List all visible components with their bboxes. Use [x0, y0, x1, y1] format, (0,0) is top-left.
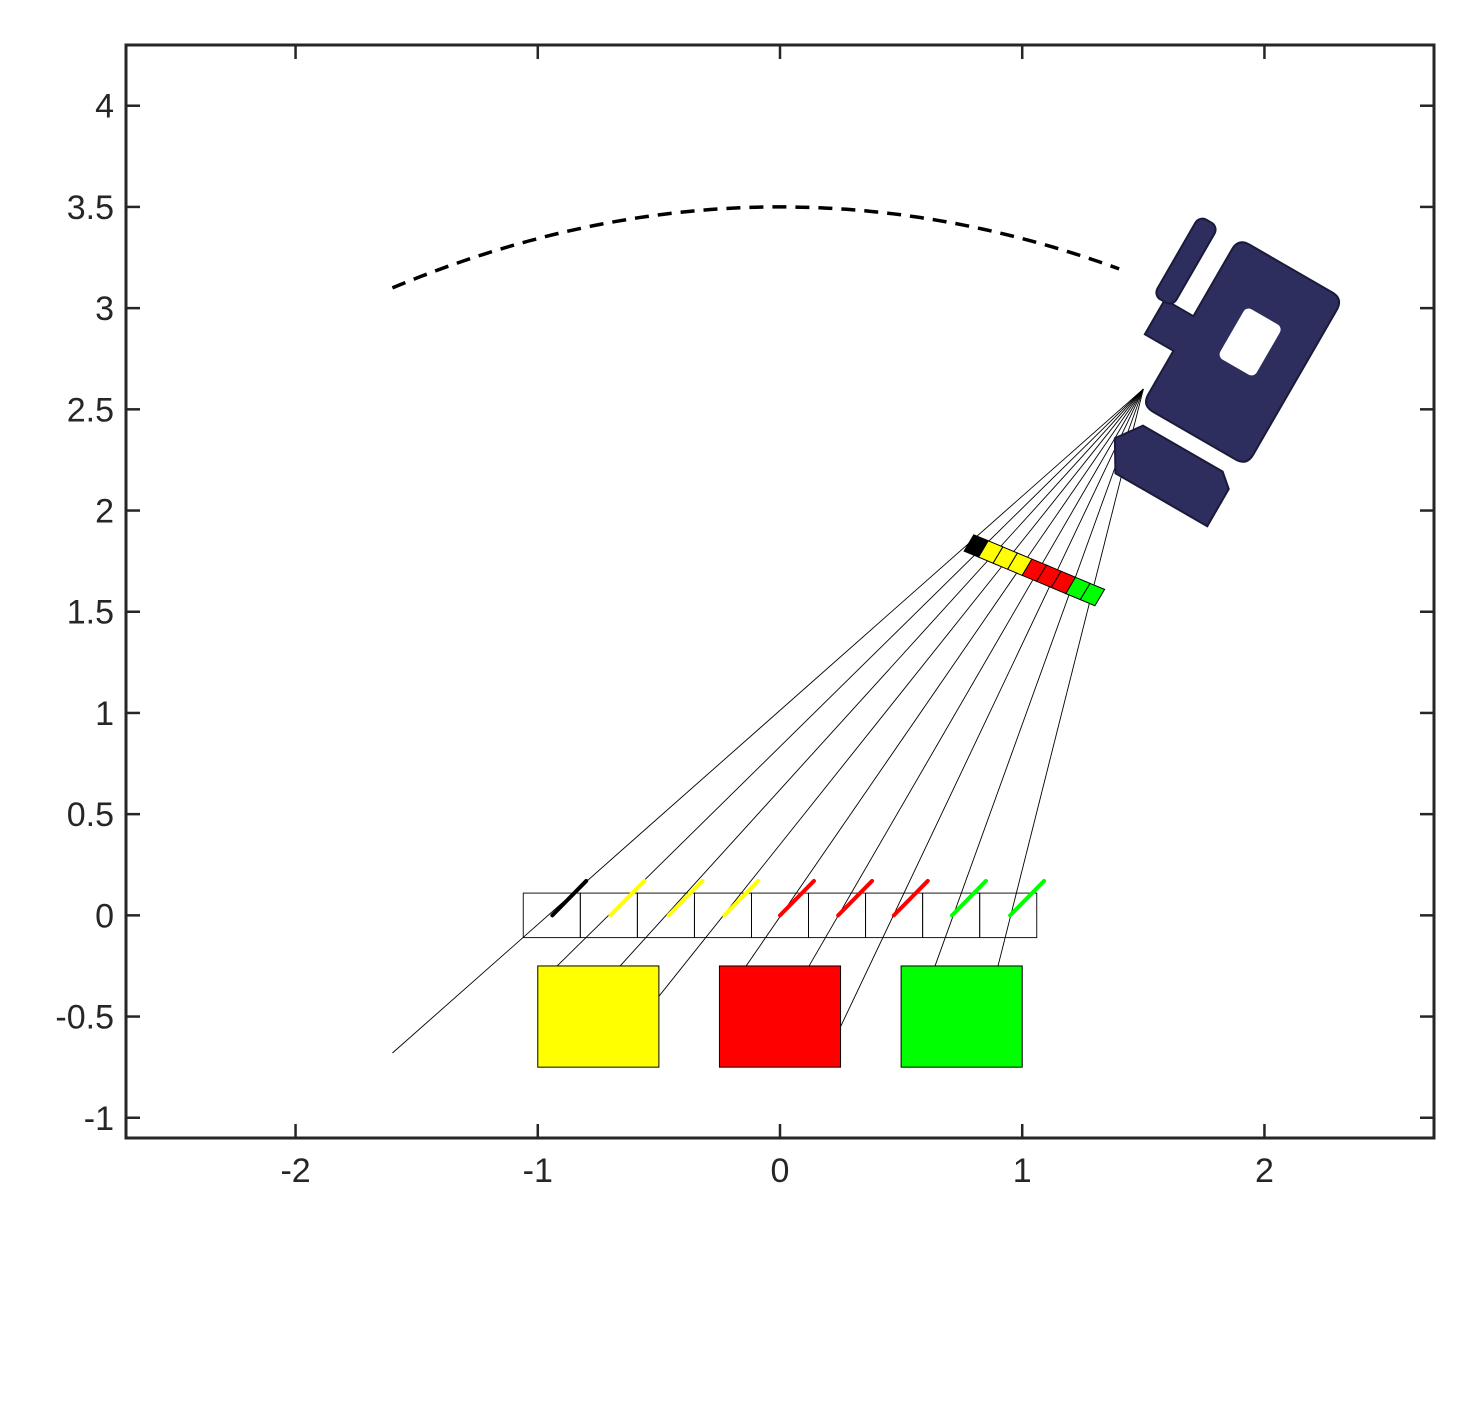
ray-4	[658, 388, 1144, 997]
ray-5	[745, 388, 1144, 967]
y-tick-label: 3.5	[67, 189, 114, 227]
ray-9	[997, 388, 1144, 967]
object-green	[900, 965, 1023, 1068]
ground-hit-1	[550, 878, 589, 918]
camera-lens	[1113, 424, 1230, 528]
ground-hit-5	[778, 878, 816, 918]
x-tick-label: 2	[1255, 1152, 1274, 1190]
ground-hit-2	[608, 878, 647, 918]
y-tick-label: 1	[95, 695, 114, 733]
ray-7	[840, 388, 1144, 1027]
x-tick-label: 0	[771, 1152, 790, 1190]
y-tick-label: 0	[95, 897, 114, 935]
y-tick-label: -1	[84, 1100, 114, 1138]
trajectory-path	[391, 205, 1120, 290]
camera-handle	[1155, 217, 1217, 305]
x-tick-label: -2	[280, 1152, 310, 1190]
ground-hit-3	[666, 878, 705, 918]
camera-window	[1219, 308, 1281, 376]
ground-hit-9	[1008, 878, 1047, 918]
y-tick-label: -0.5	[55, 999, 114, 1037]
ray-8	[934, 388, 1144, 967]
ray-1	[392, 388, 1144, 1054]
y-tick-label: 2	[95, 493, 114, 531]
ray-6	[808, 388, 1144, 967]
y-tick-label: 3	[95, 290, 114, 328]
ground-hit-6	[836, 878, 875, 918]
ground-hit-4	[722, 878, 761, 918]
sensor-cell-9	[1079, 582, 1106, 607]
ray-3	[619, 388, 1144, 967]
y-tick-label: 2.5	[67, 391, 114, 429]
x-tick-label: -1	[523, 1152, 553, 1190]
scene	[391, 205, 1341, 1068]
camera-icon	[1113, 217, 1341, 528]
ground-hit-7	[891, 878, 930, 918]
y-tick-label: 1.5	[67, 594, 114, 632]
x-tick-label: 1	[1013, 1152, 1032, 1190]
y-tick-label: 4	[95, 88, 114, 126]
y-tick-label: 0.5	[67, 796, 114, 834]
object-red	[718, 965, 842, 1068]
axis-ticks: -2 -1 0 1 2 4 3.5 3 2.5 2 1.5 1 0.5 0 -0.5 -1	[55, 45, 1434, 1190]
ground-hit-8	[949, 878, 988, 918]
ray-2	[556, 388, 1144, 967]
object-yellow	[537, 965, 660, 1068]
ground-cell-9	[979, 892, 1038, 939]
